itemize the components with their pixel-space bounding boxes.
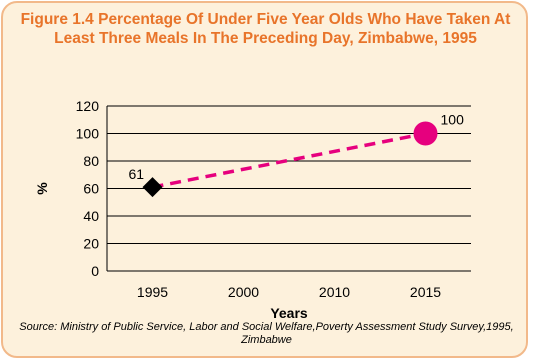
data-point-end-marker (413, 121, 438, 146)
x-tick-label: 2015 (410, 284, 441, 300)
x-tick-labels: 1995 2000 2010 2015 (137, 284, 441, 300)
y-tick-label: 40 (83, 208, 99, 224)
x-tick-label: 2000 (228, 284, 259, 300)
y-tick-label: 0 (91, 263, 99, 279)
y-axis-title: % (34, 182, 50, 195)
y-tick-label: 60 (83, 181, 99, 197)
gridlines (106, 105, 471, 272)
data-label: 100 (441, 112, 465, 128)
series-layer: 61 100 (129, 112, 465, 198)
x-axis-title: Years (270, 305, 308, 321)
series-line (152, 131, 426, 189)
source-note: Source: Ministry of Public Service, Labo… (19, 321, 514, 346)
x-tick-label: 1995 (137, 284, 168, 300)
y-tick-labels: 0 20 40 60 80 100 120 (76, 98, 100, 279)
y-tick-label: 100 (76, 126, 100, 142)
data-point-start-marker (142, 177, 163, 198)
y-tick-label: 120 (76, 98, 100, 114)
y-tick-label: 20 (83, 236, 99, 252)
data-label: 61 (129, 166, 145, 182)
chart-title: Figure 1.4 Percentage Of Under Five Year… (20, 11, 511, 47)
x-tick-label: 2010 (319, 284, 350, 300)
y-tick-label: 80 (83, 153, 99, 169)
chart-frame (1, 1, 528, 358)
